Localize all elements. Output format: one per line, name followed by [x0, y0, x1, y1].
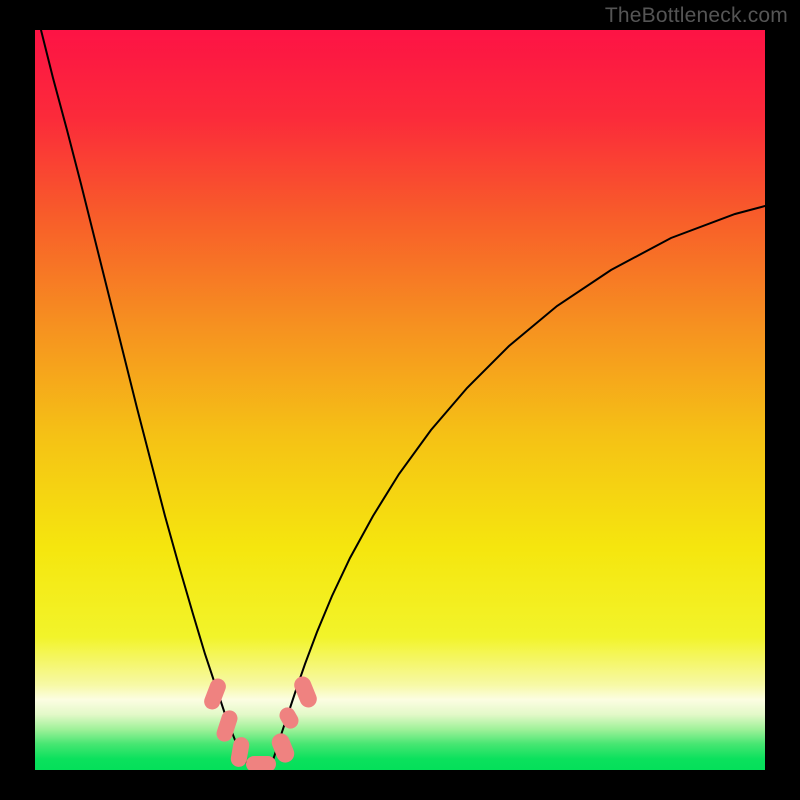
curve-bottom-link: [249, 766, 270, 770]
curve-left-branch: [41, 30, 250, 768]
v-curve: [35, 30, 765, 770]
frame: TheBottleneck.com: [0, 0, 800, 800]
watermark-text: TheBottleneck.com: [605, 4, 788, 28]
plot-area: [35, 30, 765, 770]
curve-right-branch: [270, 206, 765, 766]
